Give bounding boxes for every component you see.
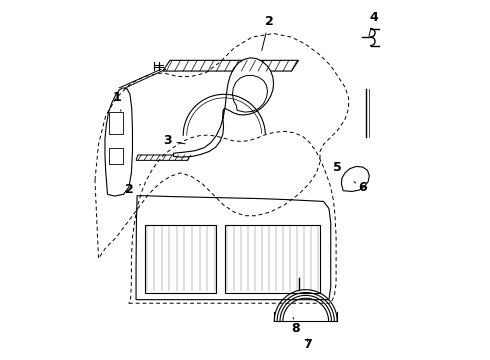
Text: 4: 4 [369, 11, 378, 36]
Polygon shape [173, 58, 273, 157]
Polygon shape [136, 196, 331, 300]
Polygon shape [163, 60, 298, 71]
Text: 2: 2 [125, 183, 141, 195]
Text: 5: 5 [333, 161, 341, 174]
Polygon shape [136, 155, 190, 160]
Text: 3: 3 [163, 134, 185, 147]
Text: 1: 1 [113, 91, 122, 111]
Text: 6: 6 [354, 181, 367, 194]
Polygon shape [342, 166, 369, 192]
Polygon shape [105, 88, 132, 196]
Text: 8: 8 [292, 318, 300, 335]
Text: 2: 2 [262, 15, 273, 50]
Text: 7: 7 [303, 338, 312, 351]
